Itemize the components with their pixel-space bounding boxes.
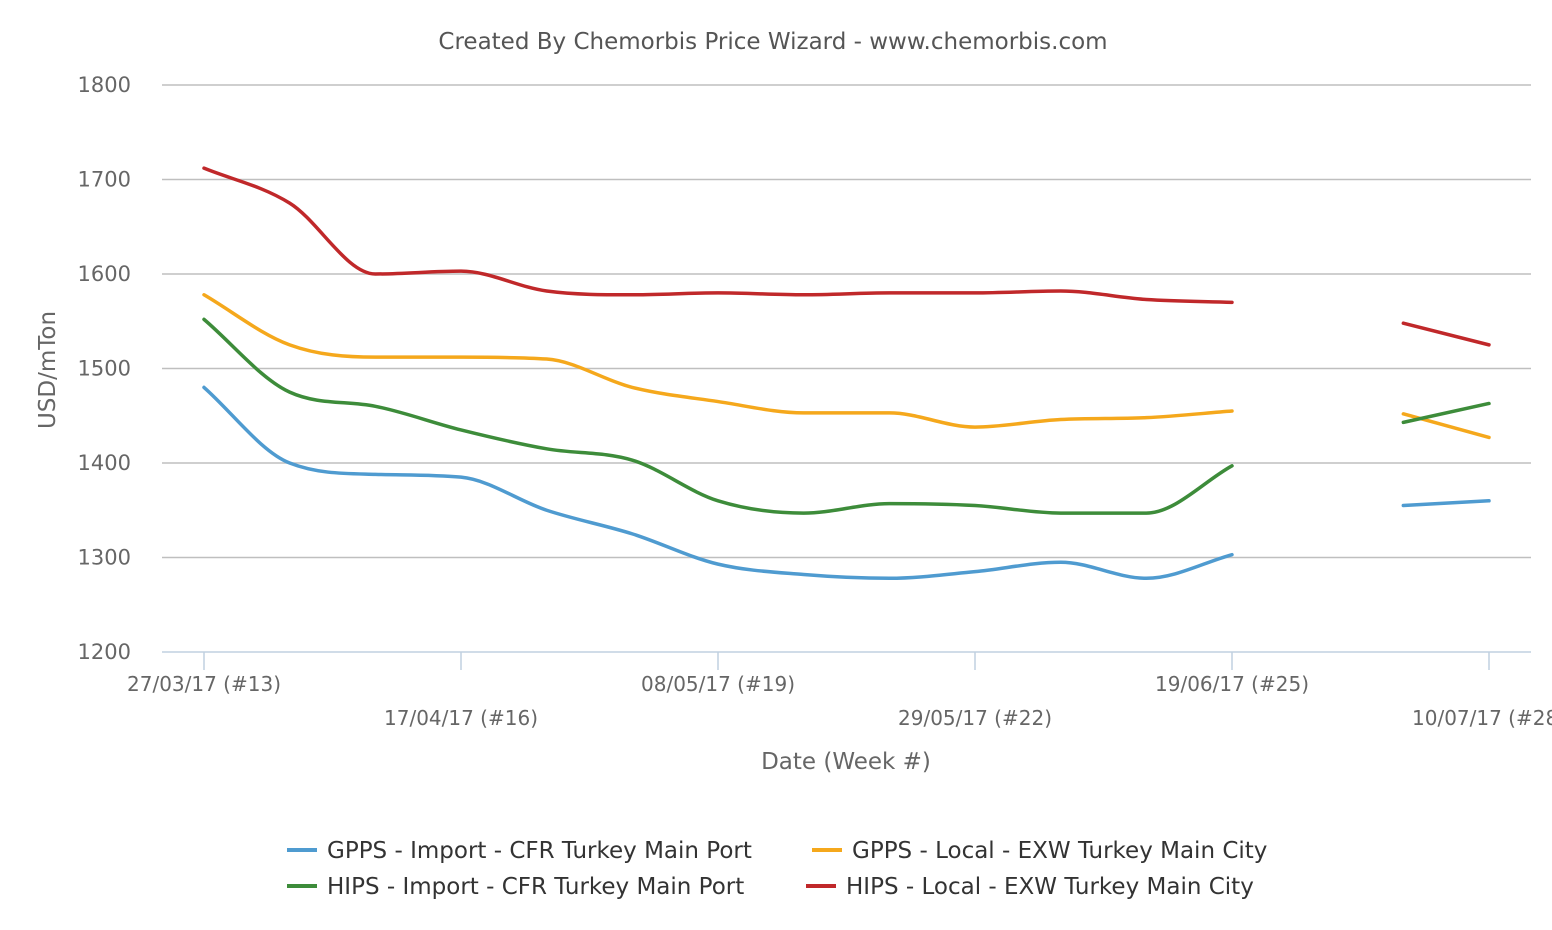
- x-tick-label: 19/06/17 (#25): [1155, 672, 1309, 696]
- series-line: [1401, 401, 1491, 425]
- y-tick-label: 1700: [78, 168, 131, 192]
- legend-item[interactable]: HIPS - Import - CFR Turkey Main Port: [287, 874, 744, 900]
- series-line: [202, 317, 1234, 515]
- x-tick-label: 10/07/17 (#28): [1412, 706, 1552, 730]
- legend-label: GPPS - Local - EXW Turkey Main City: [852, 838, 1267, 864]
- x-tick-label: 29/05/17 (#22): [898, 706, 1052, 730]
- y-tick-label: 1300: [78, 546, 131, 570]
- y-tick-label: 1500: [78, 357, 131, 381]
- y-tick-label: 1400: [78, 451, 131, 475]
- legend-item[interactable]: HIPS - Local - EXW Turkey Main City: [806, 874, 1254, 900]
- x-axis-title: Date (Week #): [761, 749, 931, 775]
- legend-label: HIPS - Import - CFR Turkey Main Port: [327, 874, 744, 900]
- series-line: [202, 166, 1234, 305]
- legend-label: GPPS - Import - CFR Turkey Main Port: [327, 838, 752, 864]
- series-line: [1401, 321, 1491, 347]
- y-axis-ticks: 1200 1300 1400 1500 1600 1700 1800: [78, 73, 131, 664]
- series-line: [1401, 499, 1491, 508]
- x-tick-label: 17/04/17 (#16): [384, 706, 538, 730]
- y-tick-label: 1200: [78, 640, 131, 664]
- x-axis-ticks: 27/03/17 (#13) 17/04/17 (#16) 08/05/17 (#1…: [127, 652, 1552, 730]
- series-line: [1401, 412, 1491, 440]
- chart-title: Created By Chemorbis Price Wizard - www.…: [438, 29, 1107, 55]
- gridlines: [162, 84, 1531, 559]
- legend-label: HIPS - Local - EXW Turkey Main City: [846, 874, 1254, 900]
- x-tick-label: 08/05/17 (#19): [641, 672, 795, 696]
- y-axis-title: USD/mTon: [35, 311, 61, 429]
- legend-item[interactable]: GPPS - Import - CFR Turkey Main Port: [287, 838, 752, 864]
- series-line: [202, 385, 1234, 581]
- legend: GPPS - Import - CFR Turkey Main Port GPPS…: [287, 838, 1267, 900]
- series-lines: [202, 166, 1491, 581]
- x-tick-label: 27/03/17 (#13): [127, 672, 281, 696]
- legend-item[interactable]: GPPS - Local - EXW Turkey Main City: [812, 838, 1267, 864]
- series-line: [202, 293, 1234, 429]
- y-tick-label: 1600: [78, 262, 131, 286]
- y-tick-label: 1800: [78, 73, 131, 97]
